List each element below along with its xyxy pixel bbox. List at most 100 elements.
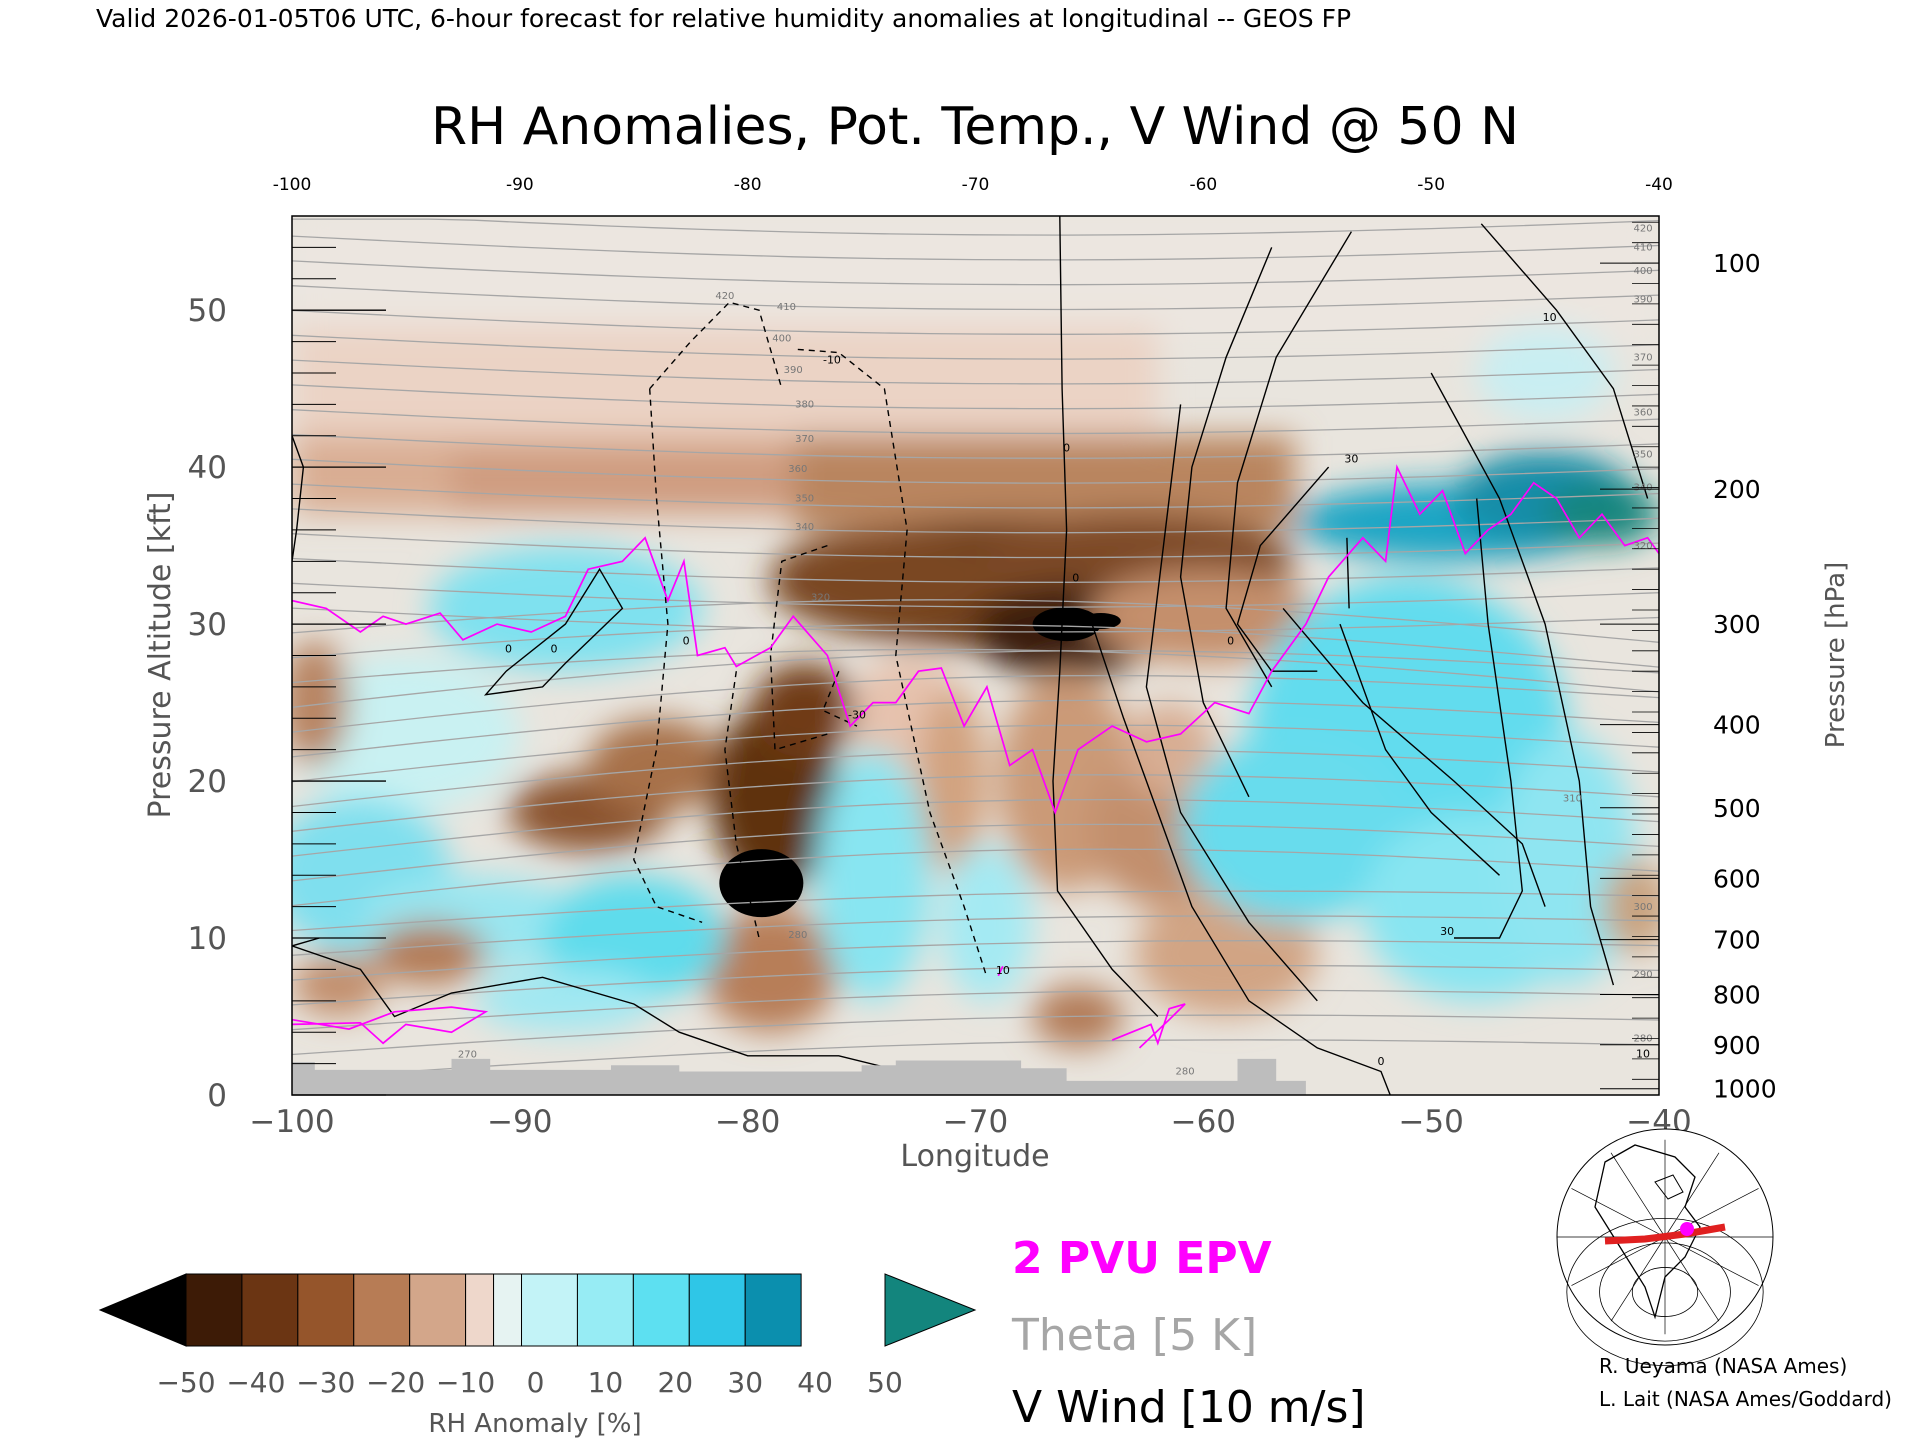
theta-contour-30 xyxy=(292,334,1659,360)
y-tick-right-1: 200 xyxy=(1713,475,1761,504)
rh-region-10 xyxy=(292,655,520,813)
wind-label-4: 0 xyxy=(1227,635,1234,648)
theta-label-9: 320 xyxy=(811,593,830,604)
rh-region-32 xyxy=(1089,569,1318,664)
theta-contour-16 xyxy=(292,648,1659,693)
x-axis-label: Longitude xyxy=(900,1139,1049,1174)
theta-contour-9 xyxy=(292,798,1659,857)
theta-contour-5 xyxy=(292,915,1659,956)
wind-label-9: -30 xyxy=(848,708,866,721)
wind-label-12: 10 xyxy=(1636,1047,1650,1060)
theta-label-1: 410 xyxy=(777,302,796,313)
x-tick-top-5: -50 xyxy=(1417,175,1445,195)
epv-2pvu-lower xyxy=(292,1006,489,1045)
y-axis-label-left: Pressure Altitude [kft] xyxy=(143,492,178,819)
rh-region-6 xyxy=(770,529,999,625)
rh-region-23 xyxy=(816,749,930,1001)
wind-contour-6 xyxy=(1480,223,1649,499)
theta-contour-32 xyxy=(292,285,1659,311)
wind-label-3: 10 xyxy=(1543,311,1557,324)
theta-label-10: 280 xyxy=(788,930,807,941)
wind-contour-11 xyxy=(1339,623,1500,876)
colorbar-segment-8 xyxy=(521,1273,578,1347)
wind-contour-13 xyxy=(483,567,624,696)
wind-contour-20 xyxy=(769,544,828,751)
y-tick-right-7: 800 xyxy=(1713,981,1761,1010)
theta-label-13: 420 xyxy=(1634,224,1653,235)
x-tick-bottom-5: −50 xyxy=(1398,1104,1463,1140)
rh-region-9 xyxy=(428,545,703,672)
rh-region-20 xyxy=(702,906,839,1033)
colorbar-tick-7: 20 xyxy=(657,1366,693,1399)
y-tick-left-3: 30 xyxy=(188,607,227,643)
theta-contour-14 xyxy=(292,674,1659,733)
colorbar-tick-4: −10 xyxy=(436,1366,495,1399)
colorbar-tick-1: −40 xyxy=(226,1366,285,1399)
theta-label-0: 420 xyxy=(715,291,734,302)
theta-contour-15 xyxy=(292,650,1659,708)
theta-contour-23 xyxy=(292,508,1659,534)
colorbar-segment-5 xyxy=(409,1273,467,1347)
colorbar-segment-1 xyxy=(185,1273,243,1347)
x-tick-top-4: -60 xyxy=(1189,175,1217,195)
x-tick-bottom-1: −90 xyxy=(487,1104,552,1140)
x-tick-top-6: -40 xyxy=(1645,175,1673,195)
colorbar-segment-11 xyxy=(688,1273,746,1347)
theta-contour-1 xyxy=(292,1014,1659,1056)
rh-region-24 xyxy=(941,843,1033,1001)
theta-contour-10 xyxy=(292,774,1659,832)
wind-label-11: 30 xyxy=(1440,925,1454,938)
rh-colorbar: −50 −40 −30 −20 −10 0 10 20 30 40 50 xyxy=(98,1273,977,1399)
theta-label-6: 360 xyxy=(788,464,807,475)
chart-title: RH Anomalies, Pot. Temp., V Wind @ 50 N xyxy=(431,97,1519,157)
theta-label-7: 350 xyxy=(795,494,814,505)
colorbar-high-arrow xyxy=(884,1273,977,1347)
theta-contour-7 xyxy=(292,848,1659,907)
theta-label-20: 340 xyxy=(1634,483,1653,494)
theta-label-15: 400 xyxy=(1634,266,1653,277)
theta-label-4: 380 xyxy=(795,399,814,410)
theta-label-21: 320 xyxy=(1634,541,1653,552)
wind-contour-2 xyxy=(1145,404,1318,1002)
rh-min-mid xyxy=(719,849,804,918)
legend-theta: Theta [5 K] xyxy=(1011,1310,1257,1361)
theta-contour-21 xyxy=(292,557,1659,583)
inset-bay xyxy=(1654,1174,1684,1200)
rh-anomaly-field: 420 410 400 390 380 370 360 350 340 320 280 270 280 4… xyxy=(292,216,1659,1095)
theta-label-23: 300 xyxy=(1634,902,1653,913)
rh-region-22 xyxy=(918,686,987,876)
wind-contour-10 xyxy=(1282,607,1546,907)
theta-label-25: 280 xyxy=(1634,1034,1653,1045)
y-tick-right-8: 900 xyxy=(1713,1031,1761,1060)
theta-contour-17 xyxy=(292,623,1659,668)
terrain-mask xyxy=(292,1058,1306,1095)
y-tick-right-5: 600 xyxy=(1713,864,1761,893)
rh-region-13 xyxy=(292,639,349,766)
colorbar-segment-2 xyxy=(241,1273,299,1347)
inset-transect-line xyxy=(1604,1223,1726,1245)
wind-label-0: 0 xyxy=(1063,441,1070,454)
inset-transect-marker xyxy=(1680,1222,1694,1236)
y-tick-left-2: 20 xyxy=(188,764,227,800)
x-tick-top-1: -90 xyxy=(506,175,534,195)
epv-2pvu-blob xyxy=(1111,1003,1186,1049)
globe-inset-map-icon xyxy=(1556,1128,1774,1367)
colorbar-tick-5: 0 xyxy=(527,1366,545,1399)
y-tick-left-0: 0 xyxy=(207,1078,227,1114)
x-tick-bottom-3: −70 xyxy=(943,1104,1008,1140)
y-tick-left-5: 50 xyxy=(188,293,227,329)
theta-contour-4 xyxy=(292,940,1659,981)
theta-label-14: 410 xyxy=(1634,243,1653,254)
wind-contour-19 xyxy=(724,671,760,939)
rh-min-upper-tail xyxy=(1080,612,1121,629)
colorbar-segment-3 xyxy=(297,1273,355,1347)
colorbar-tick-8: 30 xyxy=(727,1366,763,1399)
theta-label-24: 290 xyxy=(1634,969,1653,980)
wind-label-5: 0 xyxy=(505,642,512,655)
epv-2pvu-dot xyxy=(997,965,1004,977)
wind-label-13: 0 xyxy=(1378,1055,1385,1068)
wind-label-10: 10 xyxy=(996,964,1010,977)
colorbar-segment-9 xyxy=(576,1273,634,1347)
theta-contour-8 xyxy=(292,823,1659,882)
wind-contour-5 xyxy=(1236,466,1330,672)
